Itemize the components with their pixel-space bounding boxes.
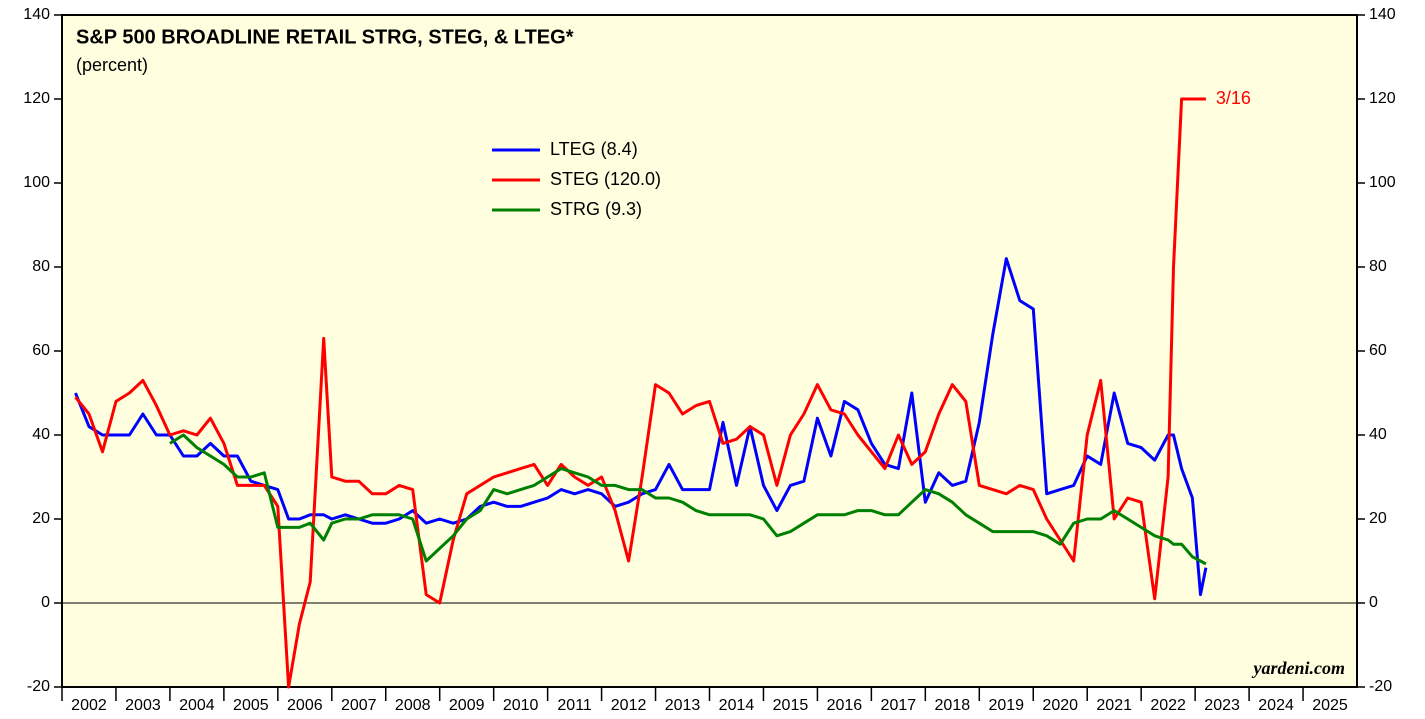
y-tick-label: 100 [23,174,50,191]
x-tick-label: 2010 [503,697,539,714]
x-tick-label: 2002 [71,697,107,714]
chart-title: S&P 500 BROADLINE RETAIL STRG, STEG, & L… [76,26,574,48]
series-line [74,257,1208,597]
x-tick-label: 2023 [1204,697,1240,714]
y-tick-label: 60 [32,342,50,359]
plot-area [61,14,1358,688]
x-tick-label: 2015 [773,697,809,714]
y-tick-label: -20 [27,678,50,695]
x-tick-label: 2006 [287,697,323,714]
x-tick-label: 2009 [449,697,485,714]
x-tick-label: 2007 [341,697,377,714]
y2-tick-label: 80 [1369,258,1387,275]
x-tick-label: 2024 [1258,697,1294,714]
y-tick-label: 120 [23,90,50,107]
x-tick-label: 2003 [125,697,161,714]
y2-tick-label: -20 [1369,678,1392,695]
x-tick-label: 2019 [988,697,1024,714]
y-tick-label: 140 [23,6,50,23]
y-tick-label: 80 [32,258,50,275]
y2-tick-label: 60 [1369,342,1387,359]
x-tick-label: 2021 [1096,697,1132,714]
y2-tick-label: 120 [1369,90,1396,107]
y2-tick-label: 100 [1369,174,1396,191]
x-tick-label: 2025 [1312,697,1348,714]
x-tick-label: 2016 [827,697,863,714]
x-tick-label: 2018 [935,697,971,714]
x-tick-label: 2022 [1150,697,1186,714]
y2-tick-label: 140 [1369,6,1396,23]
y2-tick-label: 40 [1369,426,1387,443]
legend-label: STEG (120.0) [550,169,661,189]
x-tick-label: 2005 [233,697,269,714]
y2-tick-label: 20 [1369,510,1387,527]
x-tick-label: 2014 [719,697,755,714]
legend-label: LTEG (8.4) [550,139,638,159]
x-tick-label: 2004 [179,697,215,714]
x-tick-label: 2011 [557,697,592,714]
y-tick-label: 0 [41,594,50,611]
x-tick-label: 2012 [611,697,647,714]
y2-tick-label: 0 [1369,594,1378,611]
x-tick-label: 2017 [881,697,917,714]
series-line [169,433,1207,566]
x-tick-label: 2020 [1042,697,1078,714]
x-tick-label: 2013 [665,697,701,714]
y-tick-label: 20 [32,510,50,527]
x-tick-label: 2008 [395,697,431,714]
annotation: 3/16 [1216,88,1251,108]
source: yardeni.com [1252,658,1346,678]
chart-subtitle: (percent) [76,55,148,75]
y-tick-label: 40 [32,426,50,443]
legend-label: STRG (9.3) [550,199,642,219]
